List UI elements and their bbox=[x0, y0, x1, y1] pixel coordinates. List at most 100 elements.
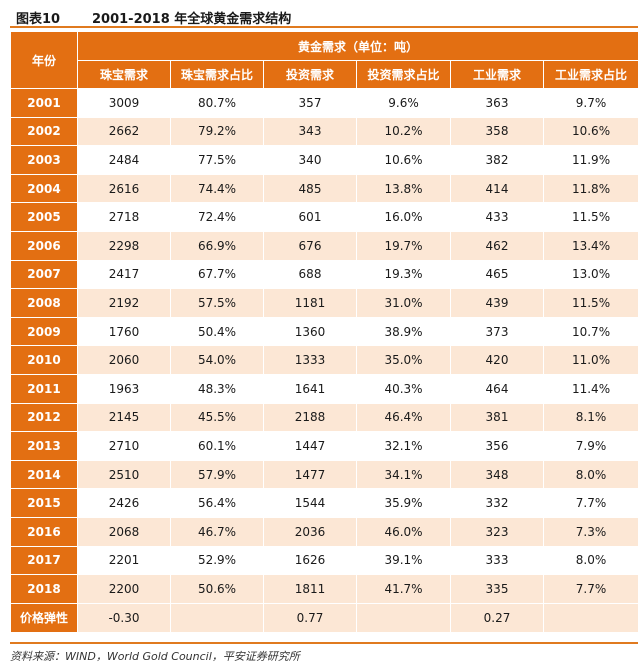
year-cell: 2010 bbox=[10, 345, 78, 375]
data-cell: 7.9% bbox=[542, 431, 640, 461]
data-cell: 9.6% bbox=[356, 88, 451, 118]
year-cell: 2008 bbox=[10, 288, 78, 318]
table-row: 2006 2298 66.9% 676 19.7% 462 13.4% bbox=[10, 230, 640, 261]
data-cell: 50.4% bbox=[170, 316, 264, 347]
year-cell: 2009 bbox=[10, 316, 78, 347]
data-cell: 462 bbox=[450, 230, 544, 261]
year-cell: 2001 bbox=[10, 88, 78, 118]
data-cell: 601 bbox=[263, 202, 357, 232]
data-cell: 41.7% bbox=[356, 574, 451, 604]
data-cell: 465 bbox=[450, 259, 544, 290]
data-cell: 1333 bbox=[263, 345, 357, 375]
data-cell: 13.8% bbox=[356, 173, 451, 204]
data-cell: 16.0% bbox=[356, 202, 451, 232]
elasticity-row: 价格弹性 -0.30 0.77 0.27 bbox=[10, 602, 640, 633]
table-row: 2009 1760 50.4% 1360 38.9% 373 10.7% bbox=[10, 316, 640, 347]
year-cell: 2004 bbox=[10, 173, 78, 204]
data-cell: 60.1% bbox=[170, 431, 264, 461]
data-cell: 35.0% bbox=[356, 345, 451, 375]
data-cell: 54.0% bbox=[170, 345, 264, 375]
data-cell: 31.0% bbox=[356, 288, 451, 318]
data-cell: 56.4% bbox=[170, 488, 264, 518]
data-cell: 363 bbox=[450, 88, 544, 118]
table-row: 2008 2192 57.5% 1181 31.0% 439 11.5% bbox=[10, 288, 640, 318]
table-row: 2012 2145 45.5% 2188 46.4% 381 8.1% bbox=[10, 402, 640, 433]
data-cell: 485 bbox=[263, 173, 357, 204]
column-header: 珠宝需求占比 bbox=[170, 60, 264, 89]
data-cell: 2188 bbox=[263, 402, 357, 433]
year-cell: 2014 bbox=[10, 459, 78, 490]
data-cell: 45.5% bbox=[170, 402, 264, 433]
data-cell: 7.7% bbox=[542, 574, 640, 604]
column-header: 工业需求 bbox=[450, 60, 544, 89]
data-cell: 10.7% bbox=[542, 316, 640, 347]
column-header: 投资需求占比 bbox=[356, 60, 451, 89]
column-header: 投资需求 bbox=[263, 60, 357, 89]
figure-title-bar: 图表10 2001-2018 年全球黄金需求结构 bbox=[10, 4, 638, 28]
data-cell: 357 bbox=[263, 88, 357, 118]
elasticity-cell: 0.77 bbox=[263, 602, 357, 633]
year-cell: 2005 bbox=[10, 202, 78, 232]
gold-demand-table: 年份 黄金需求（单位：吨） 珠宝需求 珠宝需求占比 投资需求 投资需求占比 工业需求 工业… bbox=[10, 31, 640, 633]
table-row: 2015 2426 56.4% 1544 35.9% 332 7.7% bbox=[10, 488, 640, 518]
data-cell: 2718 bbox=[77, 202, 171, 232]
data-cell: 2200 bbox=[77, 574, 171, 604]
data-cell: 11.0% bbox=[542, 345, 640, 375]
table-row: 2018 2200 50.6% 1811 41.7% 335 7.7% bbox=[10, 574, 640, 604]
data-cell: 7.3% bbox=[542, 516, 640, 547]
year-cell: 2012 bbox=[10, 402, 78, 433]
data-cell: 2710 bbox=[77, 431, 171, 461]
data-cell: 343 bbox=[263, 116, 357, 147]
data-cell: 2484 bbox=[77, 145, 171, 175]
data-cell: 439 bbox=[450, 288, 544, 318]
figure-number: 图表10 bbox=[16, 12, 61, 27]
year-header: 年份 bbox=[10, 31, 78, 89]
data-cell: 2662 bbox=[77, 116, 171, 147]
data-cell: 7.7% bbox=[542, 488, 640, 518]
data-cell: 323 bbox=[450, 516, 544, 547]
data-cell: 46.4% bbox=[356, 402, 451, 433]
year-cell: 2018 bbox=[10, 574, 78, 604]
data-cell: 8.0% bbox=[542, 459, 640, 490]
data-cell: 11.4% bbox=[542, 373, 640, 404]
data-cell: 2060 bbox=[77, 345, 171, 375]
data-cell: 676 bbox=[263, 230, 357, 261]
year-cell: 2006 bbox=[10, 230, 78, 261]
data-cell: 9.7% bbox=[542, 88, 640, 118]
data-cell: 335 bbox=[450, 574, 544, 604]
data-cell: 11.8% bbox=[542, 173, 640, 204]
data-cell: 34.1% bbox=[356, 459, 451, 490]
data-cell: 8.0% bbox=[542, 545, 640, 576]
data-cell: 1447 bbox=[263, 431, 357, 461]
data-cell: 57.5% bbox=[170, 288, 264, 318]
data-cell: 688 bbox=[263, 259, 357, 290]
data-cell: 10.2% bbox=[356, 116, 451, 147]
table-row: 2003 2484 77.5% 340 10.6% 382 11.9% bbox=[10, 145, 640, 175]
data-cell: 19.7% bbox=[356, 230, 451, 261]
table-row: 2014 2510 57.9% 1477 34.1% 348 8.0% bbox=[10, 459, 640, 490]
data-cell: 1641 bbox=[263, 373, 357, 404]
data-cell: 66.9% bbox=[170, 230, 264, 261]
table-row: 2001 3009 80.7% 357 9.6% 363 9.7% bbox=[10, 88, 640, 118]
data-cell: 1544 bbox=[263, 488, 357, 518]
data-cell: 1811 bbox=[263, 574, 357, 604]
data-cell: 358 bbox=[450, 116, 544, 147]
elasticity-cell bbox=[356, 602, 451, 633]
table-row: 2010 2060 54.0% 1333 35.0% 420 11.0% bbox=[10, 345, 640, 375]
year-cell: 2013 bbox=[10, 431, 78, 461]
elasticity-label: 价格弹性 bbox=[10, 602, 78, 633]
data-cell: 2201 bbox=[77, 545, 171, 576]
data-cell: 57.9% bbox=[170, 459, 264, 490]
data-cell: 464 bbox=[450, 373, 544, 404]
data-cell: 2510 bbox=[77, 459, 171, 490]
column-header: 珠宝需求 bbox=[77, 60, 171, 89]
data-cell: 420 bbox=[450, 345, 544, 375]
year-cell: 2007 bbox=[10, 259, 78, 290]
data-cell: 382 bbox=[450, 145, 544, 175]
data-cell: 373 bbox=[450, 316, 544, 347]
data-cell: 80.7% bbox=[170, 88, 264, 118]
data-cell: 2068 bbox=[77, 516, 171, 547]
data-cell: 74.4% bbox=[170, 173, 264, 204]
data-cell: 79.2% bbox=[170, 116, 264, 147]
demand-group-header: 黄金需求（单位：吨） bbox=[76, 31, 640, 61]
